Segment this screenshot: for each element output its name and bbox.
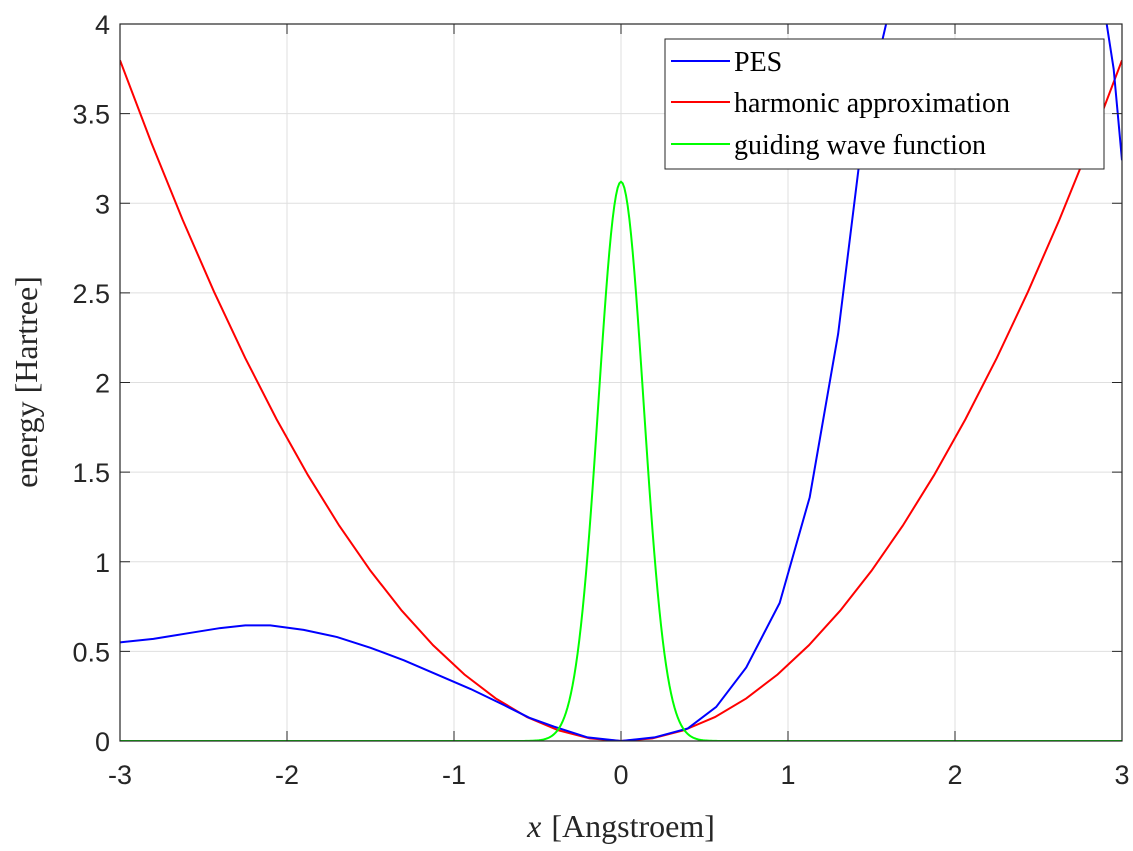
grid	[120, 24, 1122, 741]
ticks	[119, 23, 1123, 742]
y-axis-label: energy [Hartree]	[8, 276, 44, 488]
y-tick-label: 2.5	[72, 279, 110, 309]
x-axis-variable: x	[526, 808, 541, 844]
x-tick-label: 3	[1114, 760, 1129, 790]
x-axis-unit: [Angstroem]	[551, 808, 715, 844]
y-tick-label: 1.5	[72, 458, 110, 488]
legend-label-pes: PES	[734, 47, 782, 78]
legend: PES harmonic approximation guiding wave …	[664, 38, 1105, 170]
tick-labels: -3 -2 -1 0 1 2 3 0 0.5 1 1.5 2 2.5 3 3.5 4	[72, 10, 1129, 790]
x-tick-label: 2	[947, 760, 962, 790]
x-tick-label: 1	[780, 760, 795, 790]
series-guiding-wave-function	[120, 180, 1122, 741]
x-tick-label: -1	[442, 760, 466, 790]
series-harmonic-approximation	[120, 59, 1122, 741]
y-tick-label: 3	[95, 189, 110, 219]
y-tick-label: 4	[95, 10, 110, 40]
y-tick-label: 0	[95, 727, 110, 757]
y-tick-label: 2	[95, 369, 110, 399]
x-tick-label: -3	[108, 760, 132, 790]
legend-label-harmonic: harmonic approximation	[734, 88, 1010, 119]
legend-box	[664, 38, 1105, 170]
x-tick-label: -2	[275, 760, 299, 790]
y-tick-label: 1	[95, 548, 110, 578]
y-tick-label: 0.5	[72, 637, 110, 667]
y-tick-label: 3.5	[72, 100, 110, 130]
x-tick-label: 0	[613, 760, 628, 790]
legend-label-guiding: guiding wave function	[734, 130, 986, 161]
x-axis-label: x [Angstroem]	[526, 808, 715, 844]
